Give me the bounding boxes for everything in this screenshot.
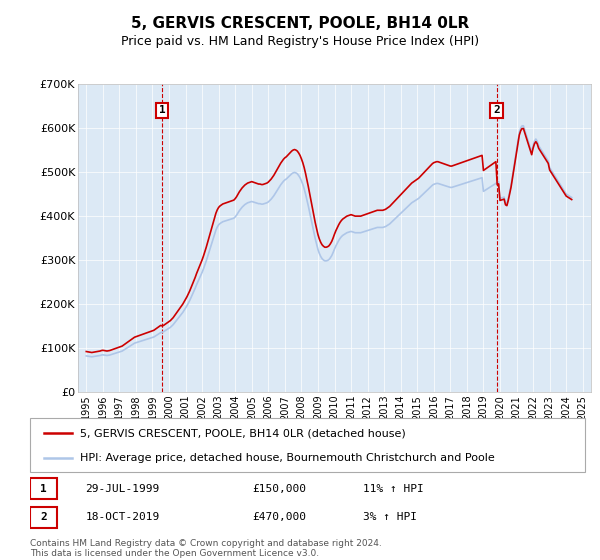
- FancyBboxPatch shape: [30, 418, 585, 472]
- Text: £150,000: £150,000: [252, 484, 306, 494]
- Text: 18-OCT-2019: 18-OCT-2019: [86, 512, 160, 522]
- Text: 3% ↑ HPI: 3% ↑ HPI: [363, 512, 417, 522]
- Text: 1: 1: [40, 484, 47, 494]
- Text: Price paid vs. HM Land Registry's House Price Index (HPI): Price paid vs. HM Land Registry's House …: [121, 35, 479, 48]
- Text: 29-JUL-1999: 29-JUL-1999: [86, 484, 160, 494]
- Text: 2: 2: [493, 105, 500, 115]
- Text: 5, GERVIS CRESCENT, POOLE, BH14 0LR: 5, GERVIS CRESCENT, POOLE, BH14 0LR: [131, 16, 469, 31]
- FancyBboxPatch shape: [30, 506, 56, 528]
- Text: 11% ↑ HPI: 11% ↑ HPI: [363, 484, 424, 494]
- Text: HPI: Average price, detached house, Bournemouth Christchurch and Poole: HPI: Average price, detached house, Bour…: [80, 453, 494, 463]
- Text: £470,000: £470,000: [252, 512, 306, 522]
- FancyBboxPatch shape: [30, 478, 56, 500]
- Text: 1: 1: [158, 105, 165, 115]
- Text: 5, GERVIS CRESCENT, POOLE, BH14 0LR (detached house): 5, GERVIS CRESCENT, POOLE, BH14 0LR (det…: [80, 428, 406, 438]
- Text: Contains HM Land Registry data © Crown copyright and database right 2024.
This d: Contains HM Land Registry data © Crown c…: [30, 539, 382, 558]
- Text: 2: 2: [40, 512, 47, 522]
